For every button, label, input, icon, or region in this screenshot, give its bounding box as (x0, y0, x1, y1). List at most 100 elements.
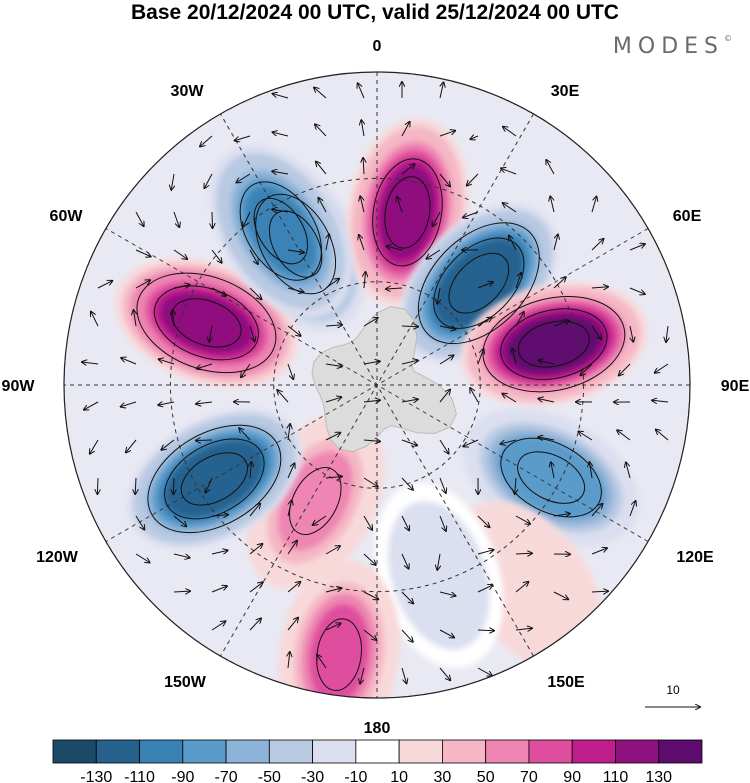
wind-vector (656, 430, 669, 441)
wind-vector (515, 582, 528, 593)
wind-vector (236, 173, 251, 183)
contour-line (500, 308, 608, 380)
longitude-labels: 0 30E 60E 90E 120E 150E 180 150W 120W 90… (2, 38, 750, 737)
wind-vector (439, 629, 454, 638)
colorbar-tick-label: -10 (344, 769, 367, 783)
lon-label-120w: 120W (36, 549, 79, 566)
meridian-line (220, 113, 534, 657)
contour-line (417, 222, 540, 345)
wind-vector (360, 196, 365, 213)
colorbar-ticks: -130 -110 -90 -70 -50 -30 -10 10 30 50 70 90 110 130 (80, 769, 672, 783)
wind-vector (477, 667, 492, 676)
colorbar-swatch (441, 739, 487, 764)
wind-vector (249, 249, 258, 264)
colorbar-swatch (658, 739, 703, 764)
wind-vector (272, 171, 289, 174)
wind-vector (401, 399, 418, 402)
wind-vector (97, 477, 98, 494)
wind-vector (161, 439, 175, 450)
contour-line (384, 176, 431, 249)
colorbar-swatch (268, 739, 313, 764)
wind-vector (196, 402, 213, 404)
wind-vector (363, 553, 376, 565)
wind-vector (509, 236, 517, 251)
wind-vector (325, 325, 342, 326)
contour-lines (136, 158, 626, 691)
map-border (63, 71, 691, 699)
wind-vector (313, 515, 327, 525)
wind-vector (211, 550, 228, 555)
wind-vector (386, 246, 403, 251)
lon-label-60w: 60W (50, 208, 84, 225)
colorbar-swatch (312, 739, 357, 764)
anomaly-center-ridge (460, 281, 648, 407)
wind-vector (363, 318, 378, 327)
wind-vector (358, 83, 365, 99)
wind-vector (159, 359, 175, 365)
lon-label-90e: 90E (721, 378, 750, 395)
wind-vector (360, 667, 365, 684)
wind-vector (173, 285, 190, 288)
lon-label-150e: 150E (547, 674, 585, 691)
colorbar-swatch (398, 739, 443, 764)
wind-vector (629, 501, 636, 517)
wind-vector (477, 282, 493, 289)
wind-vector (477, 349, 484, 365)
wind-vector (477, 630, 494, 631)
contour-line (255, 193, 337, 295)
wind-vector (287, 582, 300, 593)
wind-vector (581, 363, 593, 375)
wind-vector (273, 132, 289, 137)
wind-vector (363, 158, 364, 175)
colorbar-tick-label: 130 (645, 769, 672, 783)
lon-label-150w: 150W (164, 674, 207, 691)
wind-vector (200, 135, 213, 147)
wind-vector (212, 211, 213, 228)
colorbar-tick-label: -130 (80, 769, 112, 783)
wind-vector (173, 591, 190, 592)
colorbar-tick-label: -90 (171, 769, 194, 783)
wind-vector (363, 515, 372, 530)
wind-vector (288, 424, 290, 441)
colorbar-tick-label: -70 (215, 769, 238, 783)
wind-vector (439, 390, 450, 403)
wind-vector (515, 628, 532, 630)
wind-vector (538, 437, 555, 440)
wind-vector (439, 591, 456, 596)
wind-vector (126, 439, 137, 452)
wind-vector (546, 160, 555, 175)
wind-vector (158, 402, 175, 405)
wind-vector (249, 325, 255, 341)
wind-vector (249, 504, 260, 517)
wind-vector (171, 173, 174, 190)
colorbar-tick-label: 50 (477, 769, 495, 783)
wind-vector (287, 463, 295, 479)
lon-label-120e: 120E (676, 549, 714, 566)
contour-line (180, 452, 248, 506)
wind-vector (427, 249, 441, 259)
wind-vector (501, 168, 517, 175)
contour-line (372, 158, 443, 267)
wind-vector (439, 477, 446, 493)
wind-vector (463, 439, 479, 446)
wind-vector (239, 428, 251, 441)
wind-vector (401, 515, 409, 530)
colorbar-tick-label: 10 (390, 769, 408, 783)
wind-vector (591, 197, 597, 213)
wind-vector (363, 629, 377, 640)
wind-vector (439, 131, 455, 137)
wind-vector (579, 432, 593, 441)
colorbar-tick-label: -50 (258, 769, 281, 783)
wind-vector (364, 272, 366, 289)
wind-vector (439, 173, 450, 186)
colorbar (52, 739, 703, 764)
wind-vector (197, 363, 213, 369)
wind-vector (386, 288, 403, 289)
wind-vector (287, 287, 304, 292)
lon-label-30e: 30E (551, 83, 580, 100)
graticule (64, 72, 690, 698)
wind-vector (272, 209, 289, 212)
wind-vector (553, 514, 570, 516)
map-title: Base 20/12/2024 00 UTC, valid 25/12/2024… (131, 1, 619, 24)
colorbar-tick-label: 70 (520, 769, 538, 783)
